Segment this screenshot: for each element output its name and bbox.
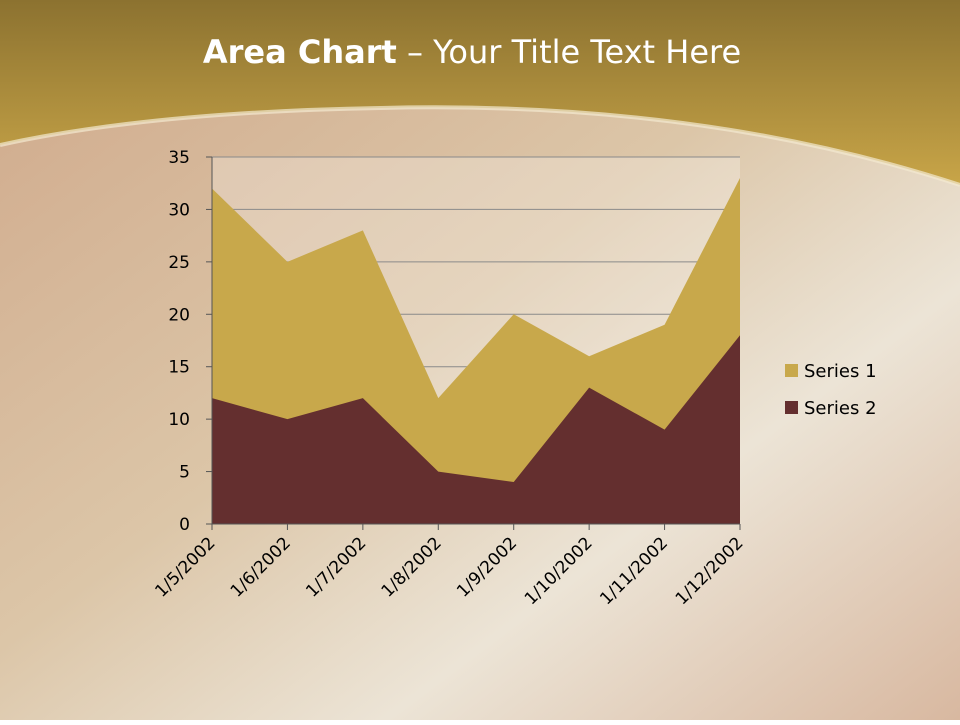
legend-label: Series 2 — [804, 398, 877, 419]
title-bold: Area Chart — [203, 33, 397, 71]
y-tick-label: 5 — [179, 463, 190, 483]
y-tick-label: 30 — [168, 200, 190, 220]
y-tick-label: 10 — [168, 410, 190, 430]
legend-swatch — [785, 401, 798, 414]
y-tick-label: 15 — [168, 358, 190, 378]
header-edge — [0, 105, 960, 187]
legend-label: Series 1 — [804, 361, 877, 382]
y-tick-label: 35 — [168, 148, 190, 168]
legend-swatch — [785, 364, 798, 377]
y-tick-label: 25 — [168, 253, 190, 273]
slide-title: Area Chart – Your Title Text Here — [203, 33, 741, 71]
y-tick-label: 0 — [179, 515, 190, 535]
y-tick-label: 20 — [168, 305, 190, 325]
header-band — [0, 0, 960, 185]
area — [212, 335, 740, 524]
title-rest: – Your Title Text Here — [407, 33, 741, 71]
